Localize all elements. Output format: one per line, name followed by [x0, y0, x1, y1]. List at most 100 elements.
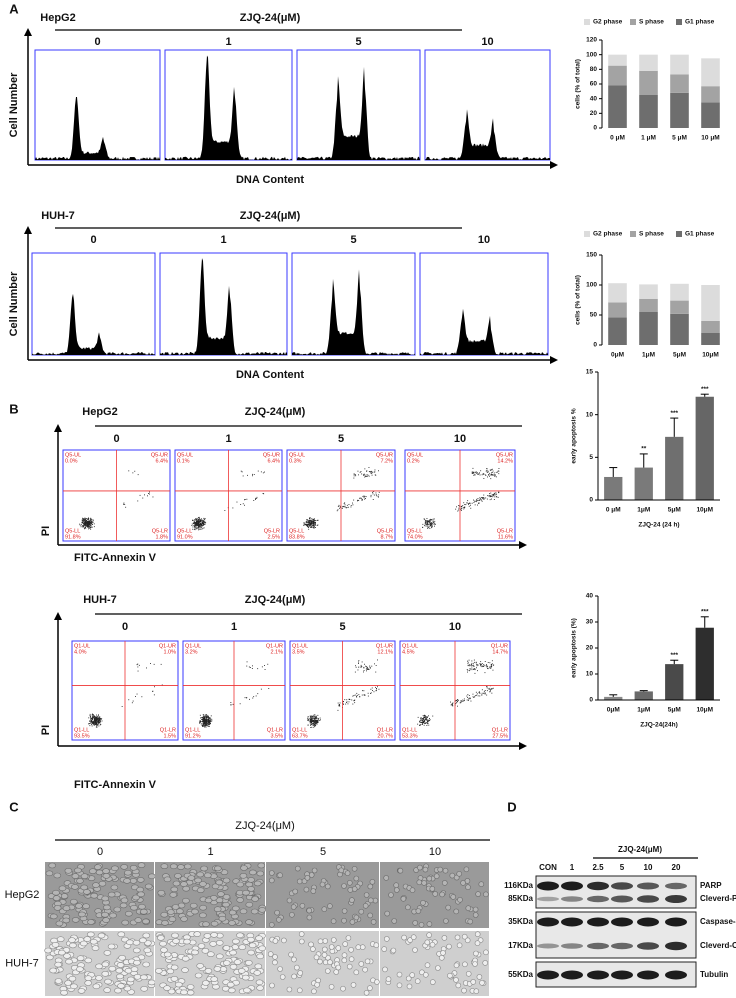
cell — [171, 904, 180, 910]
event-dot — [202, 715, 204, 717]
dose: 1 — [225, 36, 231, 48]
event-dot — [313, 525, 314, 527]
event-dot — [452, 705, 454, 707]
event-dot — [99, 722, 101, 724]
event-dot — [344, 502, 346, 504]
event-dot — [154, 686, 155, 688]
event-dot — [196, 517, 198, 519]
event-dot — [460, 701, 462, 703]
marker: 85KDa — [508, 894, 533, 903]
event-dot — [307, 521, 309, 522]
event-dot — [472, 664, 474, 666]
event-dot — [199, 722, 200, 724]
cell — [349, 897, 355, 903]
event-dot — [95, 722, 97, 724]
event-dot — [316, 717, 317, 719]
event-dot — [317, 719, 319, 721]
event-dot — [307, 524, 309, 526]
band — [537, 970, 559, 980]
cell — [102, 873, 111, 879]
event-dot — [203, 723, 204, 725]
event-dot — [89, 522, 91, 524]
quadrant-value: 74.0% — [407, 534, 423, 540]
band — [665, 970, 687, 980]
histogram-frame — [424, 49, 551, 161]
cell — [75, 903, 83, 909]
event-dot — [312, 521, 314, 523]
event-dot — [490, 478, 492, 480]
event-dot — [358, 663, 359, 664]
event-dot — [425, 519, 427, 521]
event-dot — [264, 471, 265, 473]
event-dot — [306, 521, 308, 523]
event-dot — [490, 690, 491, 692]
event-dot — [93, 721, 95, 723]
event-dot — [90, 527, 91, 529]
event-dot — [94, 722, 96, 724]
event-dot — [367, 692, 369, 694]
cell — [251, 896, 259, 902]
event-dot — [353, 700, 355, 702]
event-dot — [363, 474, 365, 476]
event-dot — [202, 520, 204, 521]
quadrant-value: 1.5% — [163, 733, 176, 739]
event-dot — [458, 505, 460, 507]
event-dot — [364, 663, 365, 665]
dose: 5 — [350, 234, 356, 246]
event-dot — [199, 517, 201, 519]
event-dot — [89, 525, 91, 526]
event-dot — [93, 723, 95, 725]
bar — [665, 436, 684, 500]
event-dot — [203, 517, 205, 519]
cell — [44, 947, 52, 954]
event-dot — [473, 665, 475, 667]
event-dot — [338, 704, 340, 706]
event-dot — [450, 704, 452, 706]
event-dot — [267, 663, 269, 665]
event-dot — [313, 522, 315, 524]
event-dot — [479, 663, 481, 664]
event-dot — [88, 524, 90, 525]
cell — [298, 938, 305, 945]
event-dot — [203, 523, 204, 525]
event-dot — [206, 724, 208, 726]
event-dot — [471, 665, 473, 667]
event-dot — [492, 496, 494, 498]
event-dot — [203, 719, 205, 721]
cell — [245, 959, 253, 966]
cell — [53, 872, 62, 879]
cell — [84, 975, 93, 982]
event-dot — [202, 725, 203, 726]
event-dot — [493, 495, 495, 497]
cell — [52, 895, 61, 901]
quadrant-value: 12.1% — [377, 649, 393, 655]
event-dot — [315, 725, 317, 726]
event-dot — [193, 519, 195, 521]
event-dot — [207, 718, 209, 720]
cell — [147, 979, 156, 986]
event-dot — [491, 494, 493, 496]
marker: 17KDa — [508, 941, 533, 950]
event-dot — [377, 659, 378, 661]
x-tick-label: 0μM — [611, 352, 624, 359]
cell — [211, 883, 220, 890]
lane-label: CON — [539, 863, 557, 872]
event-dot — [425, 716, 426, 718]
cell — [54, 961, 63, 968]
event-dot — [149, 493, 150, 495]
cell — [413, 867, 419, 873]
event-dot — [475, 471, 477, 473]
event-dot — [84, 523, 86, 525]
event-dot — [482, 666, 484, 667]
event-dot — [489, 496, 491, 498]
cell — [286, 986, 293, 993]
event-dot — [372, 499, 374, 500]
event-dot — [477, 664, 479, 666]
event-dot — [495, 494, 497, 496]
cell — [393, 882, 400, 889]
cell — [222, 945, 231, 951]
band — [561, 881, 583, 891]
band — [637, 970, 659, 980]
cell — [369, 878, 376, 885]
event-dot — [473, 474, 475, 476]
